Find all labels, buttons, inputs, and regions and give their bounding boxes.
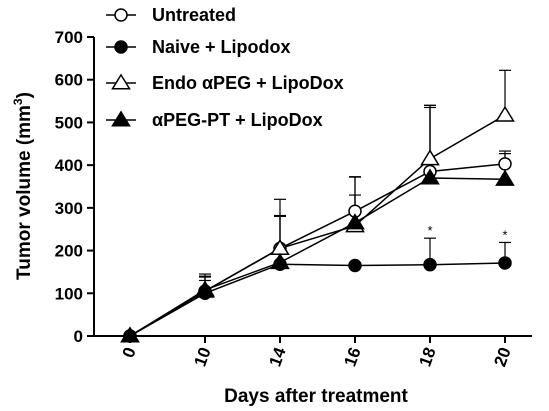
data-point-3 [345, 213, 365, 230]
series-lines [129, 114, 506, 337]
x-tick-label: 0 [119, 345, 140, 360]
data-point-3 [420, 168, 440, 185]
data-point-1 [348, 258, 362, 273]
x-tick-label: 20 [490, 345, 514, 369]
data-point-2 [495, 105, 515, 122]
legend-label-0: Untreated [152, 5, 236, 25]
series-line-1 [129, 262, 506, 337]
legend-marker-0 [114, 8, 128, 22]
x-tick-label: 16 [340, 345, 364, 369]
series-markers [120, 105, 515, 343]
data-point-2 [420, 149, 440, 166]
data-point-0 [498, 157, 512, 171]
data-point-3 [120, 326, 140, 343]
series-line-0 [129, 163, 506, 337]
series-line-3 [129, 177, 506, 337]
y-tick-label: 0 [74, 327, 83, 346]
data-point-1 [423, 257, 437, 272]
y-tick-label: 300 [55, 199, 83, 218]
y-axis-title-main: Tumor volume (mm [14, 105, 35, 280]
legend-marker-3 [111, 110, 131, 127]
annotations: * * [427, 223, 507, 242]
legend-label-3: αPEG-PT + LipoDox [152, 110, 323, 130]
legend-label-1: Naive + Lipodox [152, 37, 291, 57]
y-axis-title-close: ) [14, 92, 35, 98]
data-point-3 [195, 280, 215, 297]
legend-label-2: Endo αPEG + LipoDox [152, 73, 344, 93]
x-tick-label: 18 [415, 345, 439, 369]
data-point-1 [498, 256, 512, 270]
x-tick-label: 10 [190, 345, 214, 369]
x-axis-title: Days after treatment [224, 386, 408, 407]
legend-marker-1 [114, 40, 128, 54]
data-point-3 [270, 252, 290, 270]
x-tick-label: 14 [265, 344, 290, 369]
significance-marker: * [502, 227, 507, 242]
y-tick-label: 100 [55, 284, 83, 303]
y-tick-label: 400 [55, 156, 83, 175]
series-line-2 [129, 114, 506, 337]
y-tick-label: 700 [55, 28, 83, 47]
y-tick-label: 500 [55, 113, 83, 132]
data-point-3 [495, 169, 515, 186]
legend-marker-2 [111, 73, 131, 90]
y-axis-title: Tumor volume (mm3) [11, 92, 35, 280]
y-axis-title-sup: 3 [11, 98, 25, 105]
y-tick-label: 600 [55, 71, 83, 90]
y-tick-label: 200 [55, 242, 83, 261]
significance-marker: * [427, 223, 432, 238]
legend: Untreated Naive + Lipodox Endo αPEG + Lipo… [106, 5, 344, 130]
